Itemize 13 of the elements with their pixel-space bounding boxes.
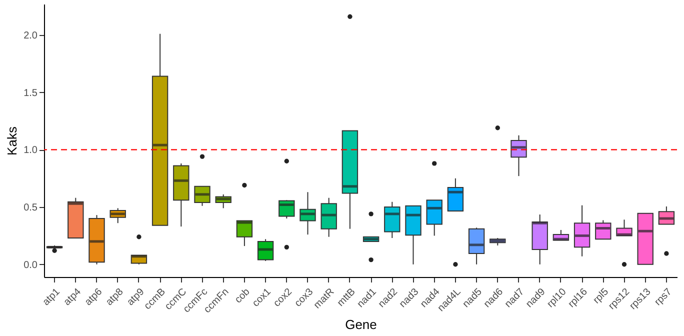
y-tick-label: 2.0 xyxy=(24,30,38,42)
x-tick-label: atp4 xyxy=(62,286,84,308)
y-tick-label: 1.0 xyxy=(24,145,38,156)
x-tick-label: atp1 xyxy=(40,286,63,308)
x-tick-label: cox1 xyxy=(250,286,274,310)
y-tick-label: 0.5 xyxy=(24,202,38,214)
x-tick-label: cob xyxy=(233,286,253,306)
x-tick-label: atp8 xyxy=(104,286,126,308)
y-tick-label: 0.0 xyxy=(24,260,38,271)
y-axis-title: Kaks xyxy=(4,126,20,156)
x-axis-title: Gene xyxy=(345,316,377,332)
x-tick-label: atp6 xyxy=(82,286,105,308)
y-tick-label: 1.5 xyxy=(24,88,38,99)
